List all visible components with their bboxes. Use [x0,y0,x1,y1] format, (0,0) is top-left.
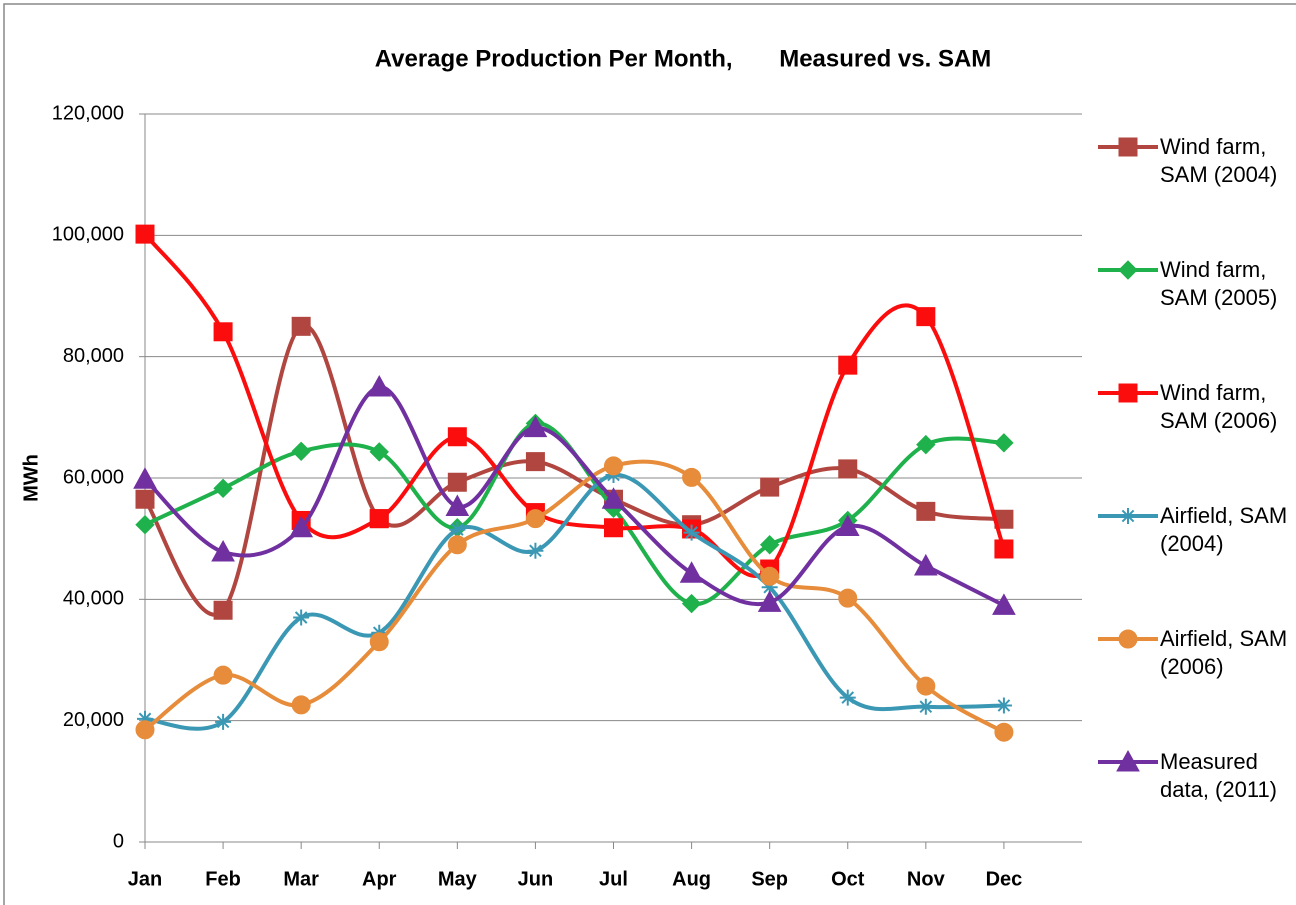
marker [835,514,860,537]
marker [135,515,155,535]
marker [369,442,389,462]
x-tick-label: Sep [751,868,788,890]
marker [992,593,1016,615]
marker [601,487,626,509]
x-tick-label: Apr [362,868,397,890]
marker [838,459,858,479]
marker [1116,749,1140,772]
x-tick-label: Dec [986,868,1023,890]
x-tick-label: Mar [283,868,319,890]
marker [213,478,233,499]
legend-label: Airfield, SAM (2004) [1160,503,1288,556]
marker [682,467,702,487]
legend-label: Airfield, SAM (2006) [1160,626,1288,679]
marker [1118,260,1138,280]
series-line [143,459,1005,734]
x-tick-label: Feb [205,868,241,890]
chart-frame [3,3,1296,905]
x-tick-label: Nov [907,868,946,890]
marker [913,553,938,576]
marker [293,609,310,626]
marker [289,515,314,538]
marker [838,355,858,375]
marker [1120,508,1136,524]
legend-label: Measured data, (2011) [1160,749,1278,802]
y-tick-label: 60,000 [63,466,124,488]
marker [447,535,467,555]
y-axis-label: MWh [20,454,42,502]
legend-label: Wind farm, SAM (2006) [1160,380,1278,433]
marker [994,539,1014,559]
marker [367,374,392,397]
x-tick-label: Jul [599,868,628,890]
x-tick-label: Jan [128,868,162,890]
marker [679,561,704,583]
y-tick-label: 120,000 [52,102,124,124]
marker [527,542,544,559]
marker [757,590,782,612]
marker [291,441,311,462]
marker [211,539,235,562]
y-tick-label: 40,000 [63,588,124,610]
marker [369,509,389,529]
marker [135,720,155,740]
marker [449,521,466,538]
marker [761,579,778,596]
series-line [144,472,1004,731]
marker [133,467,157,489]
y-tick-label: 100,000 [52,224,124,246]
marker [213,665,233,685]
marker [135,224,155,244]
marker [760,566,780,586]
marker [291,316,311,336]
marker [838,588,858,608]
marker [916,501,936,521]
marker [445,494,470,517]
marker [995,697,1012,714]
x-tick-label: Aug [672,868,711,890]
marker [137,710,153,727]
y-tick-label: 0 [113,830,124,852]
marker [447,427,467,447]
marker [916,676,936,696]
marker [681,593,702,614]
marker [994,722,1014,742]
marker [604,456,623,476]
marker [369,632,389,652]
marker [1118,629,1138,649]
marker [759,535,780,555]
marker [839,689,856,706]
marker [1118,383,1138,403]
marker [213,600,233,620]
marker [994,433,1014,453]
y-tick-label: 80,000 [63,345,124,367]
marker [525,509,545,529]
marker [916,307,936,327]
marker [1118,137,1138,157]
x-tick-label: Jun [518,868,554,890]
x-tick-label: May [438,868,478,890]
legend-label: Wind farm, SAM (2005) [1160,257,1278,310]
chart-title: Average Production Per Month, Measured v… [375,45,992,72]
series-line [143,232,1006,578]
marker [683,524,700,541]
marker [525,452,545,472]
marker [135,489,155,509]
marker [604,518,623,538]
marker [213,322,233,342]
marker [291,695,311,715]
marker [760,477,780,497]
marker [215,713,232,730]
marker [447,472,467,492]
marker [917,698,934,715]
marker [916,434,936,455]
x-tick-label: Oct [831,868,865,890]
marker [523,415,548,438]
legend-label: Wind farm, SAM (2004) [1160,134,1278,187]
y-tick-label: 20,000 [63,709,124,731]
